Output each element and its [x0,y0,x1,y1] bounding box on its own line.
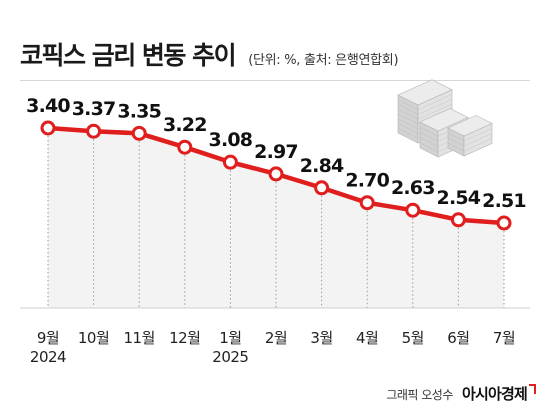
credit-brand: 아시아경제 [461,385,528,403]
data-label: 3.08 [209,129,253,151]
x-tick-label: 2월 [265,329,287,347]
gridline-layer [47,128,505,308]
x-tick-label: 11월 [124,329,155,347]
title-row: 코픽스 금리 변동 추이 (단위: %, 출처: 은행연합회) [20,36,399,72]
credit-author: 그래픽 오성수 [386,388,453,402]
x-tick-label: 4월 [356,329,378,347]
data-label: 3.22 [163,114,207,136]
x-tick-label: 3월 [310,329,332,347]
money-stack [447,115,493,157]
data-point-12월 [177,139,193,155]
data-point-layer [40,120,512,231]
chart-subtitle: (단위: %, 출처: 은행연합회) [248,53,399,68]
data-label: 2.51 [482,190,526,212]
stacked-money-icon [397,79,493,158]
data-label: 2.84 [300,155,344,177]
data-label: 2.97 [254,141,298,163]
data-label: 3.37 [72,98,116,120]
x-tick-label: 12월 [169,329,200,347]
x-tick-year-label: 2024 [30,348,66,366]
data-point-4월 [359,195,375,211]
data-point-7월 [496,215,512,231]
data-point-3월 [314,180,330,196]
x-tick-label: 9월 [37,329,59,347]
data-label: 3.40 [26,95,70,117]
chart-title: 코픽스 금리 변동 추이 [20,41,237,70]
data-label: 2.70 [345,170,389,192]
data-point-6월 [450,212,466,228]
data-label: 2.54 [437,187,481,209]
x-tick-label: 1월 [219,329,241,347]
title-divider [20,80,530,81]
data-point-9월 [40,120,56,136]
data-point-10월 [86,123,102,139]
x-tick-label: 5월 [402,329,424,347]
x-tick-label: 6월 [447,329,469,347]
credit: 그래픽 오성수 아시아경제 [386,383,536,404]
x-tick-label: 7월 [493,329,515,347]
data-label-layer: 3.40 3.37 3.353.223.082.972.842.70 2.63 2.54… [26,95,526,212]
data-point-11월 [131,125,147,141]
data-point-5월 [405,202,421,218]
data-point-1월 [222,154,238,170]
data-label: 2.63 [391,177,435,199]
data-label: 3.35 [117,100,161,122]
data-point-2월 [268,166,284,182]
x-tick-year-label: 2025 [212,348,248,366]
x-tick-label: 10월 [78,329,109,347]
brand-mark-icon [529,384,536,394]
